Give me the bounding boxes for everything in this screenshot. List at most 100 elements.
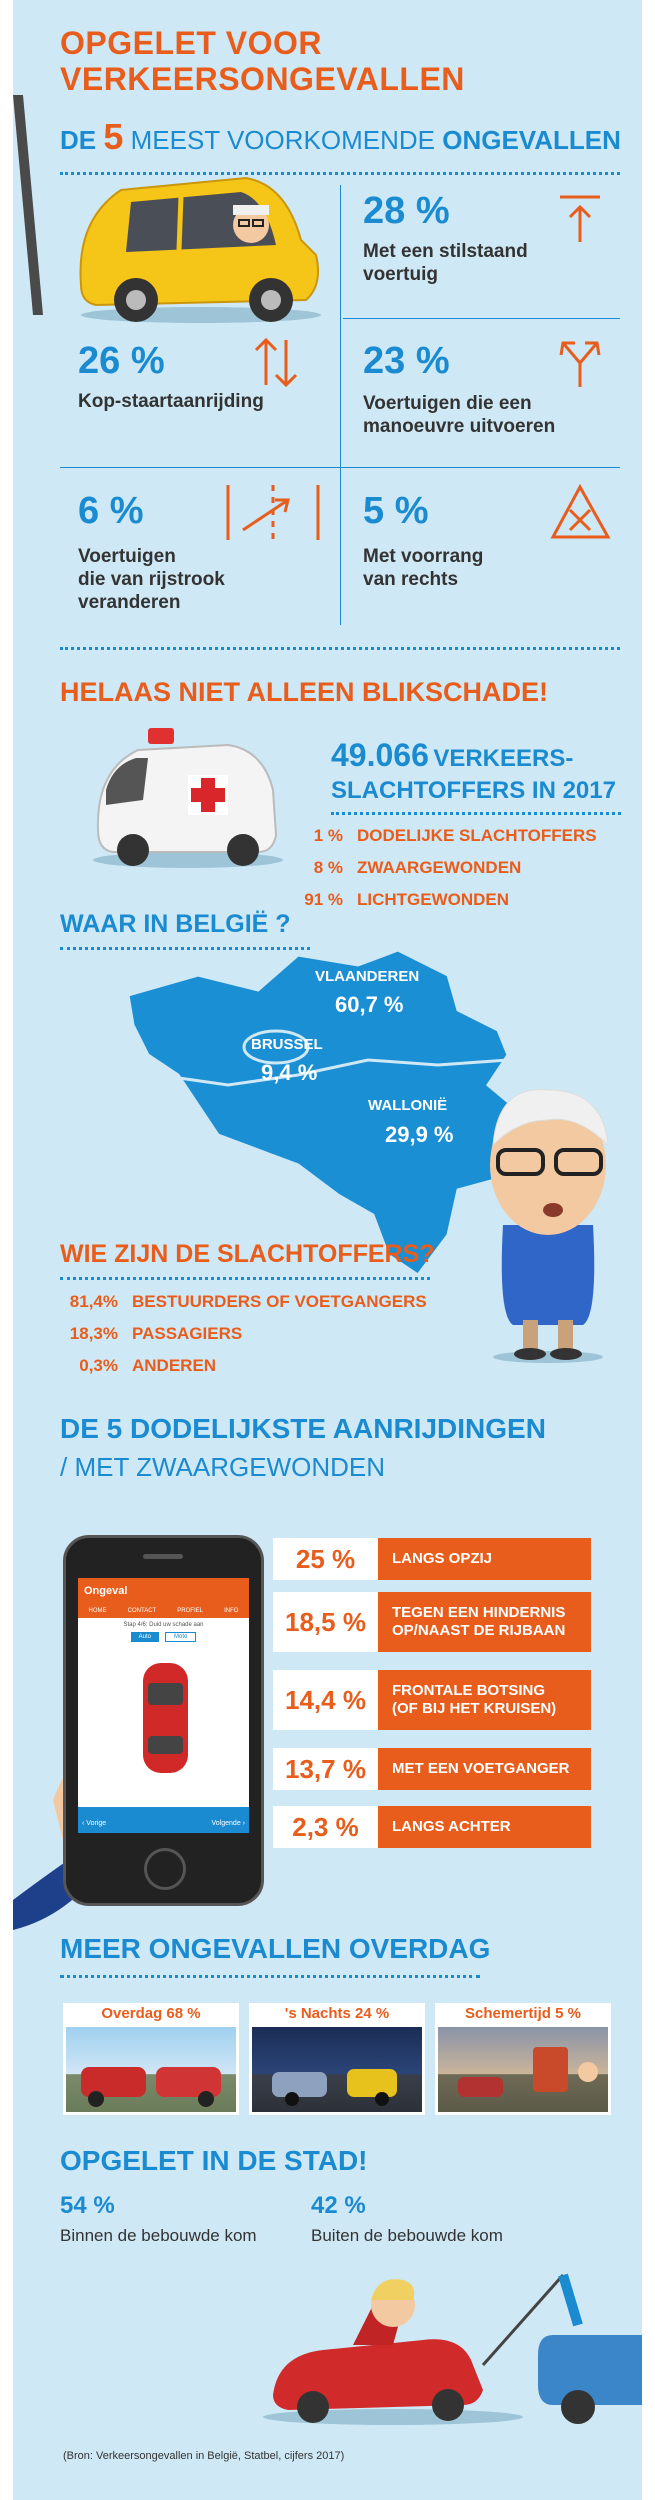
phone-tabs: HOME CONTACT PROFIEL INFO <box>78 1604 249 1618</box>
who-heading: WIE ZIJN DE SLACHTOFFERS? <box>60 1240 435 1268</box>
fork-arrows-icon <box>555 335 605 395</box>
subtitle-prefix: DE <box>60 125 97 155</box>
victims-total-number: 49.066 <box>331 737 429 773</box>
phone-next-button[interactable]: Volgende › <box>212 1820 245 1827</box>
phone-step-text: Stap 4/6: Duid uw schade aan <box>123 1622 204 1628</box>
phone-speaker <box>143 1554 183 1559</box>
victim-breakdown-row: 91 % LICHTGEWONDEN <box>283 890 509 910</box>
phone-next-label: Volgende <box>211 1820 241 1827</box>
deadliest-label-line1: TEGEN EEN HINDERNIS <box>392 1604 566 1621</box>
victim-breakdown-value: 91 % <box>304 890 343 909</box>
who-row: 18,3% PASSAGIERS <box>58 1324 242 1344</box>
phone-tab-contact[interactable]: CONTACT <box>127 1608 157 1614</box>
dotted-divider <box>60 1277 430 1280</box>
city-label: Buiten de bebouwde kom <box>311 2226 503 2245</box>
lane-change-icon <box>223 480 323 550</box>
subtitle-number: 5 <box>103 116 124 157</box>
region-value: 29,9 % <box>385 1122 454 1147</box>
twilight-scene-image <box>438 2027 608 2112</box>
deadliest-label: LANGS ACHTER <box>378 1806 591 1848</box>
region-value: 60,7 % <box>335 992 404 1017</box>
who-row: 81,4% BESTUURDERS OF VOETGANGERS <box>58 1292 427 1312</box>
victim-breakdown-label: ZWAARGEWONDEN <box>357 858 522 877</box>
deadliest-label-line2: (OF BIJ HET KRUISEN) <box>392 1700 557 1717</box>
stat-label: Kop-staartaanrijding <box>78 391 264 412</box>
yellow-car-illustration <box>61 150 331 325</box>
phone-footer <box>78 1807 249 1833</box>
deadliest-label-line1: MET EEN VOETGANGER <box>392 1760 570 1777</box>
photo-caption: Schemertijd 5 % <box>465 2005 581 2022</box>
stat-value: 28 % <box>363 190 450 232</box>
deadliest-value: 13,7 % <box>273 1748 378 1790</box>
infographic: OPGELET VOOR VERKEERSONGEVALLEN DE 5 MEE… <box>13 0 642 2500</box>
tow-truck-illustration <box>233 2255 642 2430</box>
photo-daytime: Overdag 68 % <box>63 2003 239 2115</box>
victim-breakdown-label: DODELIJKE SLACHTOFFERS <box>357 826 597 845</box>
phone-app-title: Ongeval <box>78 1578 249 1604</box>
stat-label: veranderen <box>78 592 181 613</box>
region-value: 9,4 % <box>261 1060 318 1085</box>
smartphone: Ongeval HOME CONTACT PROFIEL INFO Stap 4… <box>63 1535 264 1906</box>
deadliest-value: 14,4 % <box>273 1670 378 1730</box>
stat-value: 5 % <box>363 490 429 532</box>
phone-option-auto[interactable]: Auto <box>130 1632 159 1642</box>
source-note: (Bron: Verkeersongevallen in België, Sta… <box>63 2450 345 2462</box>
main-title-line2: VERKEERSONGEVALLEN <box>60 61 465 97</box>
phone-prev-button[interactable]: ‹ Vorige <box>82 1820 106 1827</box>
phone-option-moto[interactable]: Moto <box>165 1632 197 1642</box>
victims-heading: HELAAS NIET ALLEEN BLIKSCHADE! <box>60 677 549 707</box>
region-name: WALLONIË <box>368 1097 448 1114</box>
bandaged-man-illustration <box>468 1075 623 1365</box>
deadliest-heading-line1: DE 5 DODELIJKSTE AANRIJDINGEN <box>60 1413 546 1444</box>
deadliest-label-line1: FRONTALE BOTSING <box>392 1682 546 1699</box>
priority-right-icon <box>548 482 613 547</box>
photo-night: 's Nachts 24 % <box>249 2003 425 2115</box>
victims-total-line2: SLACHTOFFERS IN 2017 <box>331 777 616 804</box>
dotted-divider <box>60 172 620 175</box>
phone-options: Auto Moto <box>78 1632 249 1642</box>
photo-twilight: Schemertijd 5 % <box>435 2003 611 2115</box>
deadliest-label: TEGEN EEN HINDERNIS OP/NAAST DE RIJBAAN <box>378 1592 591 1652</box>
city-label: Binnen de bebouwde kom <box>60 2226 257 2245</box>
main-title-line1: OPGELET VOOR <box>60 25 323 61</box>
deadliest-label: LANGS OPZIJ <box>378 1538 591 1580</box>
region-name: VLAANDEREN <box>315 968 420 985</box>
stat-label: Voertuigen die een <box>363 393 532 414</box>
grid-divider-vertical <box>340 185 341 625</box>
grid-divider-2 <box>60 467 620 468</box>
phone-tab-info[interactable]: INFO <box>224 1608 239 1614</box>
arrow-to-line-icon <box>555 192 605 252</box>
regions-heading: WAAR IN BELGIË ? <box>60 910 291 938</box>
victims-total: 49.066 VERKEERS- <box>331 737 573 774</box>
stat-label: voertuig <box>363 264 438 285</box>
subtitle-mid: MEEST VOORKOMENDE <box>130 125 435 155</box>
city-value: 54 % <box>60 2192 115 2219</box>
daytime-heading: MEER ONGEVALLEN OVERDAG <box>60 1933 491 1964</box>
street-lamp-pole <box>13 95 43 315</box>
victim-breakdown-value: 8 % <box>313 858 343 877</box>
who-value: 0,3% <box>79 1356 118 1375</box>
who-value: 81,4% <box>69 1292 118 1311</box>
deadliest-heading-line2: / MET ZWAARGEWONDEN <box>60 1452 385 1482</box>
chevron-right-icon: › <box>240 1820 245 1827</box>
deadliest-label-line1: LANGS ACHTER <box>392 1818 511 1835</box>
night-scene-image <box>252 2027 422 2112</box>
chevron-left-icon: ‹ <box>82 1820 87 1827</box>
victim-breakdown-row: 8 % ZWAARGEWONDEN <box>283 858 522 878</box>
who-label: BESTUURDERS OF VOETGANGERS <box>132 1292 427 1311</box>
photo-caption: 's Nachts 24 % <box>284 2005 390 2022</box>
stat-value: 6 % <box>78 490 144 532</box>
deadliest-item: 25 % LANGS OPZIJ <box>273 1538 591 1580</box>
victim-breakdown-row: 1 % DODELIJKE SLACHTOFFERS <box>283 826 597 846</box>
phone-tab-profiel[interactable]: PROFIEL <box>177 1608 203 1614</box>
phone-tab-home[interactable]: HOME <box>88 1608 107 1614</box>
victims-total-line1: VERKEERS- <box>433 745 574 772</box>
grid-divider-1 <box>343 318 620 319</box>
subtitle: DE 5 MEEST VOORKOMENDE ONGEVALLEN <box>60 116 621 158</box>
victim-breakdown-label: LICHTGEWONDEN <box>357 890 510 909</box>
car-top-view-icon <box>143 1663 188 1773</box>
dotted-divider <box>60 647 620 650</box>
deadliest-value: 25 % <box>273 1538 378 1580</box>
deadliest-item: 14,4 % FRONTALE BOTSING (OF BIJ HET KRUIS… <box>273 1670 591 1730</box>
deadliest-item: 18,5 % TEGEN EEN HINDERNIS OP/NAAST DE RI… <box>273 1592 591 1652</box>
